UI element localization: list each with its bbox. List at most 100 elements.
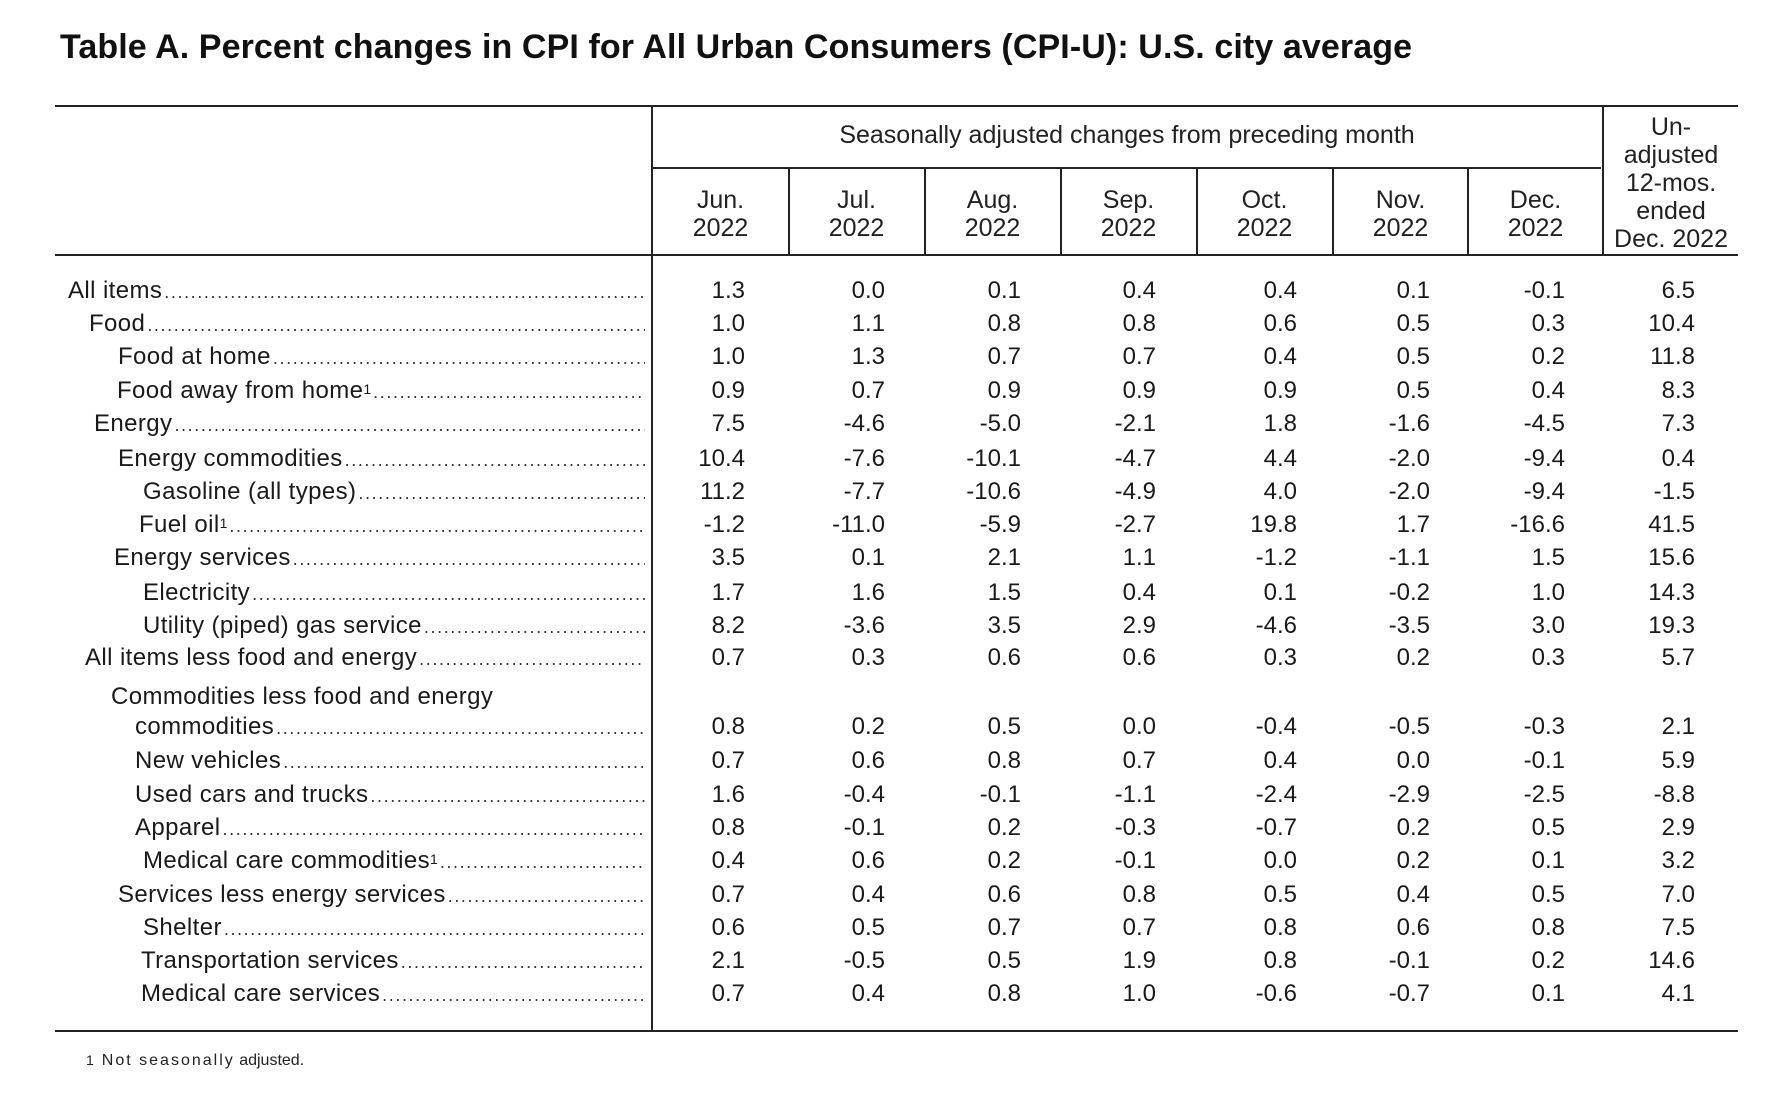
cell-monthly-change: -1.1 — [1388, 544, 1430, 571]
month-header-month: Jun. — [696, 186, 745, 214]
cell-monthly-change: 1.0 — [1122, 980, 1156, 1007]
leader-dots — [345, 445, 645, 475]
cell-monthly-change: 10.4 — [698, 445, 745, 472]
cell-monthly-change: -0.4 — [1255, 713, 1297, 740]
cell-monthly-change: -2.0 — [1388, 478, 1430, 505]
cell-monthly-change: 0.7 — [1122, 914, 1156, 941]
cell-monthly-change: -9.4 — [1523, 445, 1565, 472]
cell-monthly-change: -1.2 — [1255, 544, 1297, 571]
cell-monthly-change: 1.7 — [1396, 511, 1430, 538]
month-header-year: 2022 — [692, 214, 749, 242]
month-column-divider — [788, 167, 790, 256]
leader-dots — [164, 277, 645, 307]
row-label: Fuel oil 1 — [139, 510, 645, 542]
cell-monthly-change: 0.6 — [1122, 644, 1156, 671]
cell-monthly-change: -4.7 — [1114, 445, 1156, 472]
month-header: Sep. 2022 — [1061, 186, 1196, 242]
leader-dots — [174, 410, 645, 440]
cell-monthly-change: 0.5 — [987, 947, 1021, 974]
row-label: Gasoline (all types) — [143, 477, 645, 508]
cell-monthly-change: 0.7 — [851, 377, 885, 404]
cell-monthly-change: 0.7 — [1122, 343, 1156, 370]
month-column-divider — [1196, 167, 1198, 256]
cell-monthly-change: 0.6 — [987, 644, 1021, 671]
cell-monthly-change: -4.6 — [1255, 612, 1297, 639]
cell-monthly-change: 0.8 — [1122, 310, 1156, 337]
leader-dots — [273, 343, 645, 373]
cell-monthly-change: 0.4 — [1122, 579, 1156, 606]
cell-monthly-change: 0.7 — [711, 881, 745, 908]
cell-monthly-change: 0.5 — [851, 914, 885, 941]
cell-monthly-change: 0.8 — [1263, 914, 1297, 941]
footnote-text-b: adjusted. — [239, 1052, 305, 1069]
cell-monthly-change: 0.4 — [1263, 343, 1297, 370]
cell-monthly-change: -2.0 — [1388, 445, 1430, 472]
row-label-text: Used cars and trucks — [135, 781, 369, 808]
row-label-text: Services less energy services — [118, 881, 446, 908]
cell-monthly-change: 0.2 — [987, 847, 1021, 874]
cell-monthly-change: -9.4 — [1523, 478, 1565, 505]
cell-unadjusted-12mo: 2.1 — [1661, 713, 1695, 740]
leader-dots — [382, 980, 645, 1010]
month-header: Nov. 2022 — [1333, 186, 1468, 242]
cell-monthly-change: 0.7 — [711, 980, 745, 1007]
header-bottom-rule — [55, 254, 1738, 256]
row-label-text: Apparel — [135, 814, 221, 841]
cell-monthly-change: 0.0 — [1263, 847, 1297, 874]
cell-monthly-change: -0.1 — [1523, 277, 1565, 304]
cell-monthly-change: 0.4 — [851, 980, 885, 1007]
cell-monthly-change: 0.8 — [711, 713, 745, 740]
row-label-text: New vehicles — [135, 747, 282, 774]
cell-monthly-change: -16.6 — [1510, 511, 1565, 538]
cell-monthly-change: -0.2 — [1388, 579, 1430, 606]
cell-monthly-change: 0.2 — [1396, 644, 1430, 671]
cell-monthly-change: 0.2 — [1396, 814, 1430, 841]
row-label: Food — [89, 309, 645, 340]
cell-monthly-change: 3.0 — [1531, 612, 1565, 639]
month-header: Dec. 2022 — [1468, 186, 1603, 242]
cell-monthly-change: 0.5 — [1263, 881, 1297, 908]
cell-unadjusted-12mo: 14.6 — [1648, 947, 1695, 974]
cell-monthly-change: 0.7 — [1122, 747, 1156, 774]
leader-dots — [224, 914, 645, 944]
cell-unadjusted-12mo: 2.9 — [1661, 814, 1695, 841]
cell-monthly-change: 0.7 — [711, 644, 745, 671]
table-title: Table A. Percent changes in CPI for All … — [60, 28, 1413, 66]
leader-dots — [448, 881, 645, 911]
row-label-text: Medical care commodities — [143, 847, 431, 874]
month-column-divider — [924, 167, 926, 256]
cell-monthly-change: -2.4 — [1255, 781, 1297, 808]
cell-monthly-change: 1.7 — [711, 579, 745, 606]
cell-monthly-change: 0.9 — [987, 377, 1021, 404]
cell-monthly-change: 0.5 — [987, 713, 1021, 740]
cell-monthly-change: -4.9 — [1114, 478, 1156, 505]
row-label-text: Medical care services — [141, 980, 381, 1007]
row-label: commodities — [135, 712, 645, 743]
cell-monthly-change: 0.8 — [987, 980, 1021, 1007]
cell-monthly-change: 0.8 — [711, 814, 745, 841]
cell-monthly-change: -1.1 — [1114, 781, 1156, 808]
cell-unadjusted-12mo: 4.1 — [1661, 980, 1695, 1007]
unadjusted-header-line: 12-mos. — [1625, 169, 1717, 197]
leader-dots — [252, 579, 645, 609]
cell-unadjusted-12mo: 11.8 — [1650, 343, 1695, 370]
row-label: Electricity — [143, 578, 645, 609]
row-label: All items — [68, 276, 645, 307]
row-label: Utility (piped) gas service — [143, 611, 645, 642]
unadjusted-column-header: Un-adjusted 12-mos. ended Dec. 2022 — [1604, 113, 1738, 253]
unadjusted-column-divider — [1602, 105, 1604, 256]
cell-monthly-change: 0.2 — [1396, 847, 1430, 874]
cell-monthly-change: -0.1 — [979, 781, 1021, 808]
row-label-text: Energy services — [114, 544, 291, 571]
cell-monthly-change: 0.1 — [1531, 980, 1565, 1007]
cell-monthly-change: -0.3 — [1523, 713, 1565, 740]
month-header: Jun. 2022 — [653, 186, 788, 242]
row-label: Transportation services — [141, 946, 645, 977]
cell-monthly-change: -0.7 — [1255, 814, 1297, 841]
cell-monthly-change: -7.7 — [843, 478, 885, 505]
cell-monthly-change: 0.5 — [1396, 343, 1430, 370]
cell-monthly-change: 0.4 — [1122, 277, 1156, 304]
row-label-text: Electricity — [143, 579, 251, 606]
cell-monthly-change: 1.3 — [851, 343, 885, 370]
cell-monthly-change: -0.5 — [843, 947, 885, 974]
